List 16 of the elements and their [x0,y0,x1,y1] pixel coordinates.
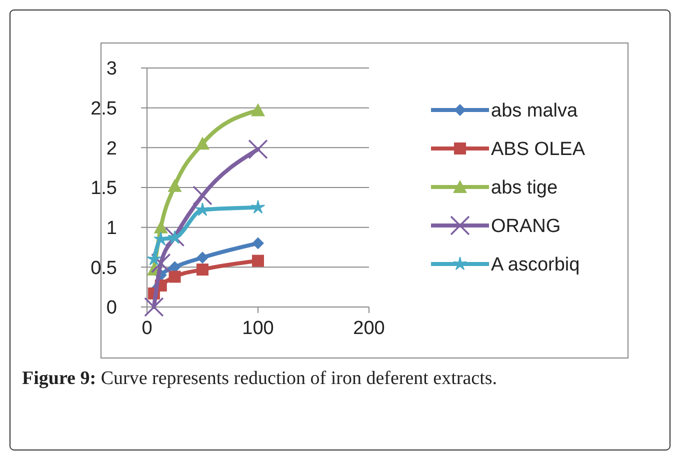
y-tick-label: 1.5 [90,178,117,200]
legend-label: abs malva [491,100,578,122]
legend-label: abs tige [491,178,558,199]
y-tick-label: 1 [106,218,117,239]
legend-label: ABS OLEA [491,139,586,160]
y-tick-label: 0 [106,298,117,319]
caption: Figure 9: Curve represents reduction of iron deferent extracts. [22,368,498,389]
y-tick-label: 3 [106,58,117,80]
x-tick-label: 100 [242,318,274,339]
y-tick-label: 2.5 [90,98,117,120]
x-tick-label: 0 [142,318,152,339]
y-tick-label: 2 [106,138,117,160]
legend-label: A ascorbiq [491,254,580,276]
legend-label: ORANG [491,216,561,238]
y-tick-label: 0.5 [90,258,117,279]
x-tick-label: 200 [353,318,385,339]
